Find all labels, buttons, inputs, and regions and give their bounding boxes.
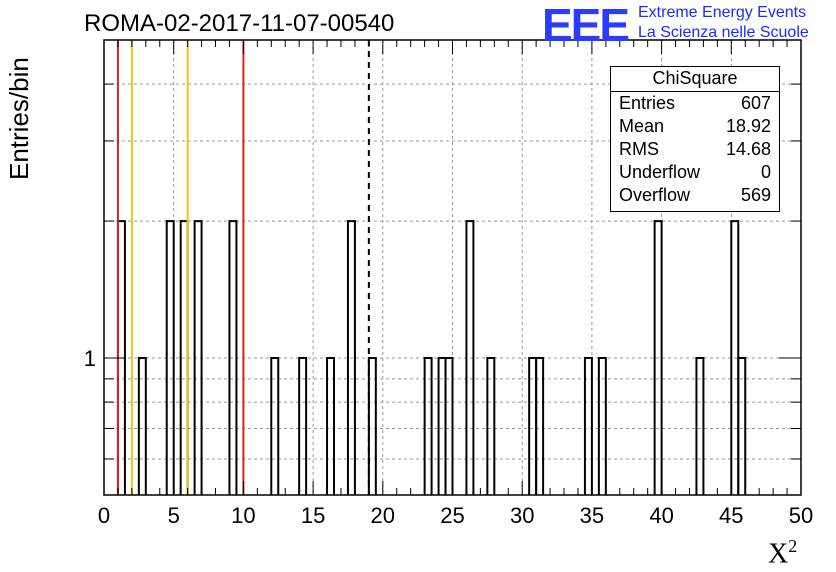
stat-value: 18.92 [725, 116, 771, 136]
stat-value: 0 [760, 162, 771, 182]
histogram-bin [653, 220, 663, 495]
stats-divider [611, 91, 779, 92]
histogram-bin [193, 220, 203, 495]
stats-title: ChiSquare [652, 68, 738, 88]
y-tick-label: 1 [84, 346, 96, 371]
histogram-bin [597, 357, 607, 495]
stat-row-overflow: Overflow 569 [619, 185, 771, 207]
stat-row-underflow: Underflow 0 [619, 162, 771, 184]
x-tick-label: 35 [580, 503, 604, 528]
stat-label: RMS [619, 139, 659, 159]
x-tick-label: 50 [789, 503, 813, 528]
x-tick-label: 30 [510, 503, 534, 528]
histogram-bin [346, 220, 356, 495]
stat-label: Underflow [619, 162, 701, 182]
histogram-bin [535, 357, 545, 495]
x-axis-label: X2 [768, 536, 798, 570]
stat-label: Mean [619, 116, 665, 136]
histogram-bin [444, 357, 454, 495]
histogram-bin [228, 220, 238, 495]
x-tick-label: 0 [98, 503, 110, 528]
histogram-bin [486, 357, 496, 495]
eee-logo: EEE Extreme Energy Events La Scienza nel… [542, 0, 832, 51]
stat-row-rms: RMS 14.68 [619, 139, 771, 161]
x-tick-label: 10 [231, 503, 255, 528]
stat-row-entries: Entries 607 [619, 93, 771, 115]
x-tick-label: 40 [649, 503, 673, 528]
x-tick-label: 5 [168, 503, 180, 528]
x-tick-label: 45 [719, 503, 743, 528]
stats-box: ChiSquare Entries 607 Mean 18.92 RMS 14.… [610, 66, 780, 212]
x-tick-label: 15 [301, 503, 325, 528]
plot-title: ROMA-02-2017-11-07-00540 [84, 10, 395, 37]
histogram-bin [165, 220, 175, 495]
histogram-bin [695, 357, 705, 495]
logo-line-1: Extreme Energy Events [638, 4, 807, 21]
histogram-bin [423, 357, 433, 495]
logo-line-2: La Scienza nelle Scuole [638, 24, 809, 41]
histogram-bin [326, 357, 336, 495]
stat-value: 14.68 [725, 139, 771, 159]
histogram-bin [298, 357, 308, 495]
eee-logo-mark: EEE [542, 0, 630, 51]
histogram-bin [583, 357, 593, 495]
histogram-bin [270, 357, 280, 495]
x-tick-label: 25 [440, 503, 464, 528]
stat-row-mean: Mean 18.92 [619, 116, 771, 138]
y-axis-label: Entries/bin [4, 57, 34, 180]
x-tick-label: 20 [371, 503, 395, 528]
stat-value: 569 [740, 185, 771, 205]
histogram-bin [465, 220, 475, 495]
stat-value: 607 [740, 93, 771, 113]
stat-label: Entries [619, 93, 676, 113]
stat-label: Overflow [619, 185, 691, 205]
histogram-bin [737, 357, 747, 495]
histogram-bin [137, 357, 147, 495]
